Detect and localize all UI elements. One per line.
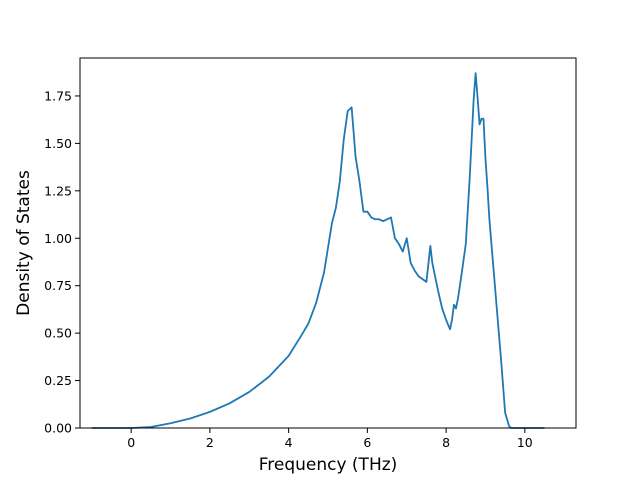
y-tick-label: 1.25 — [44, 183, 72, 198]
y-axis-title: Density of States — [14, 170, 34, 316]
y-tick-label: 1.00 — [44, 231, 72, 246]
x-tick-label: 8 — [442, 435, 450, 450]
y-tick-label: 0.25 — [44, 373, 72, 388]
x-tick-label: 2 — [206, 435, 214, 450]
y-tick-label: 0.50 — [44, 326, 72, 341]
x-tick-label: 6 — [363, 435, 371, 450]
x-axis-title: Frequency (THz) — [259, 455, 398, 475]
x-tick-label: 0 — [127, 435, 135, 450]
dos-series-line — [91, 72, 545, 429]
plot-frame — [79, 57, 577, 429]
y-tick-label: 1.50 — [44, 136, 72, 151]
y-tick-label: 0.75 — [44, 278, 72, 293]
ticks-layer: 0 2 4 6 8 10 0.00 0.25 0.50 0.75 1.00 1.25 1.50 1.75 — [44, 88, 533, 450]
x-tick-label: 4 — [285, 435, 293, 450]
x-tick-label: 10 — [517, 435, 533, 450]
y-tick-label: 1.75 — [44, 88, 72, 103]
y-tick-label: 0.00 — [44, 421, 72, 436]
marks-layer — [91, 72, 545, 429]
